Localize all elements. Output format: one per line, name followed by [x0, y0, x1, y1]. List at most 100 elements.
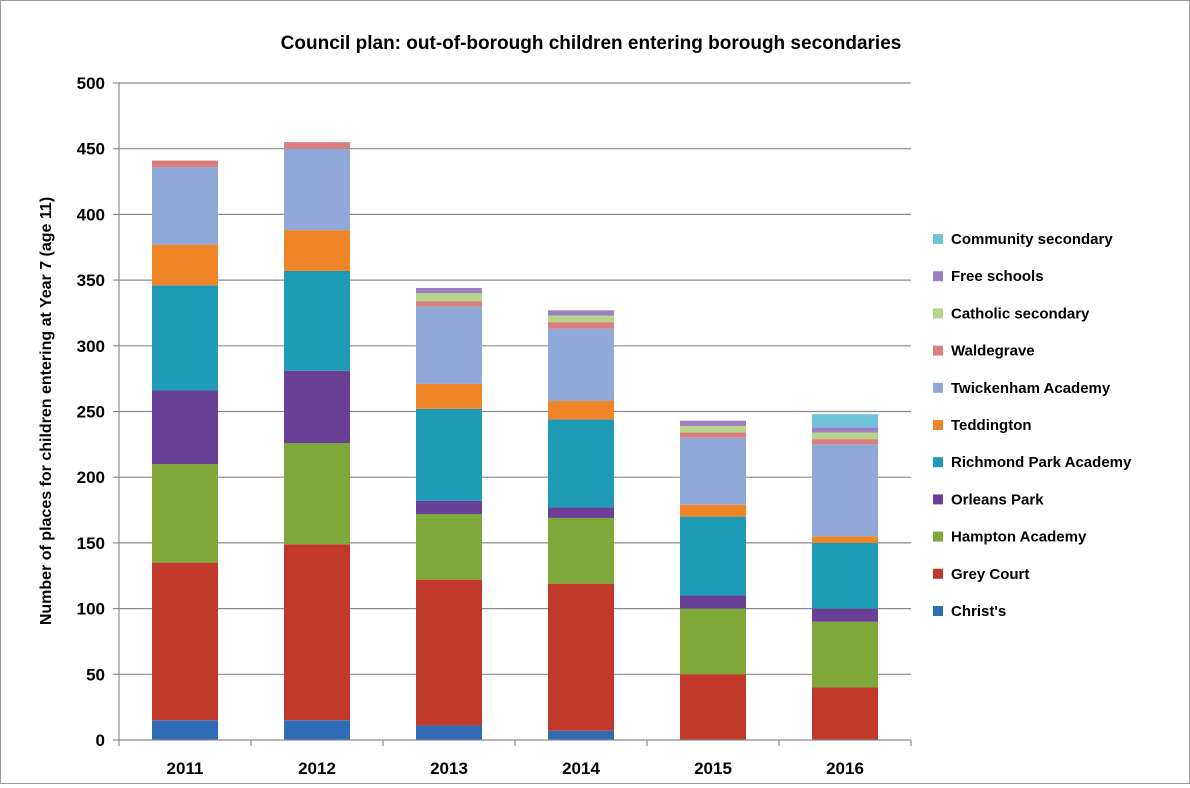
bar-segment-catholic-secondary-2016 [812, 432, 878, 440]
bar-segment-hampton-academy-2011 [152, 464, 218, 563]
bar-segment-twickenham-academy-2015 [680, 437, 746, 505]
bar-segment-free-schools-2015 [680, 420, 746, 426]
chart-title: Council plan: out-of-borough children en… [281, 33, 902, 54]
bar-segment-teddington-2015 [680, 504, 746, 517]
bar-segment-richmond-park-academy-2016 [812, 542, 878, 609]
y-tick-label: 350 [77, 271, 105, 290]
y-tick-labels: 0 50 100 150 200 250 300 350 400 450 500 [77, 74, 105, 750]
bar-segment-richmond-park-academy-2013 [416, 408, 482, 501]
legend-swatch [933, 382, 943, 393]
bar-segment-richmond-park-academy-2014 [548, 419, 614, 508]
legend-swatch [933, 345, 943, 356]
y-tick-label: 0 [96, 731, 105, 750]
bar-segment-christ-s-2014 [548, 730, 614, 740]
bar-segment-waldegrave-2015 [680, 432, 746, 438]
bar-segment-orleans-park-2013 [416, 500, 482, 514]
axes [118, 83, 912, 746]
x-tick-label: 2016 [826, 759, 864, 778]
y-tick-label: 300 [77, 337, 105, 356]
bar-segment-twickenham-academy-2011 [152, 167, 218, 245]
bar-segment-teddington-2013 [416, 383, 482, 409]
bar-segment-grey-court-2014 [548, 583, 614, 731]
bar-segment-free-schools-2014 [548, 310, 614, 316]
legend-label: Waldegrave [951, 343, 1035, 360]
legend-label: Christ's [951, 603, 1006, 620]
legend-label: Orleans Park [951, 491, 1044, 508]
bar-segment-free-schools-2016 [812, 427, 878, 433]
bar-segment-orleans-park-2014 [548, 507, 614, 518]
bar-segment-teddington-2012 [284, 230, 350, 271]
bar-segment-christ-s-2012 [284, 720, 350, 740]
x-tick-label: 2015 [694, 759, 732, 778]
bar-segment-twickenham-academy-2013 [416, 306, 482, 384]
bar-segment-catholic-secondary-2013 [416, 293, 482, 302]
legend-label: Free schools [951, 268, 1044, 285]
x-tick-label: 2013 [430, 759, 468, 778]
bar-segment-catholic-secondary-2015 [680, 425, 746, 433]
legend-swatch [933, 531, 943, 542]
bar-segment-orleans-park-2012 [284, 370, 350, 444]
bar-segment-richmond-park-academy-2011 [152, 285, 218, 391]
x-tick-labels: 2011 2012 2013 2014 2015 2016 [167, 759, 864, 778]
x-tick-label: 2012 [298, 759, 336, 778]
bar-segment-twickenham-academy-2016 [812, 444, 878, 537]
bar-segment-christ-s-2011 [152, 720, 218, 740]
legend-label: Hampton Academy [951, 529, 1087, 546]
legend-swatch [933, 606, 943, 616]
bar-segment-richmond-park-academy-2012 [284, 270, 350, 371]
bar-segment-waldegrave-2014 [548, 322, 614, 329]
bar-segment-teddington-2011 [152, 244, 218, 286]
bar-segment-hampton-academy-2014 [548, 517, 614, 584]
bar-segment-orleans-park-2016 [812, 608, 878, 622]
y-tick-label: 150 [77, 534, 105, 553]
legend-label: Richmond Park Academy [951, 454, 1132, 471]
legend-swatch [933, 420, 943, 430]
bar-segment-twickenham-academy-2012 [284, 148, 350, 231]
y-tick-label: 100 [77, 600, 105, 619]
bar-segment-teddington-2014 [548, 400, 614, 420]
y-tick-label: 500 [77, 74, 105, 93]
bar-segment-orleans-park-2015 [680, 595, 746, 609]
bar-segment-grey-court-2016 [812, 687, 878, 740]
bar-segment-free-schools-2013 [416, 287, 482, 294]
legend-label: Teddington [951, 417, 1032, 434]
bar-segment-waldegrave-2011 [152, 160, 218, 168]
legend-swatch [933, 457, 943, 468]
legend-label: Catholic secondary [951, 305, 1090, 322]
y-tick-label: 450 [77, 140, 105, 159]
bar-segment-richmond-park-academy-2015 [680, 516, 746, 596]
gridlines [113, 82, 911, 741]
bar-segment-hampton-academy-2013 [416, 513, 482, 580]
legend-label: Grey Court [951, 566, 1029, 583]
legend-swatch [933, 568, 943, 579]
y-tick-label: 50 [86, 665, 105, 684]
bar-segment-community-secondary-2016 [812, 414, 878, 428]
bar-segment-grey-court-2011 [152, 562, 218, 721]
bar-segment-christ-s-2013 [416, 725, 482, 740]
bar-segment-waldegrave-2012 [284, 142, 350, 149]
bar-segment-catholic-secondary-2014 [548, 315, 614, 323]
bar-segment-twickenham-academy-2014 [548, 328, 614, 401]
x-tick-label: 2011 [167, 759, 204, 778]
bar-segment-orleans-park-2011 [152, 390, 218, 465]
bar-segment-hampton-academy-2015 [680, 608, 746, 675]
legend-swatch [933, 494, 943, 505]
y-tick-label: 400 [77, 205, 105, 224]
legend-swatch [933, 234, 943, 244]
legend-label: Twickenham Academy [951, 380, 1111, 397]
bar-segment-hampton-academy-2012 [284, 443, 350, 545]
y-axis-label: Number of places for children entering a… [38, 197, 55, 625]
y-tick-label: 250 [77, 403, 105, 422]
bar-segment-waldegrave-2016 [812, 439, 878, 445]
bar-segment-grey-court-2012 [284, 544, 350, 721]
bar-segment-teddington-2016 [812, 536, 878, 543]
bar-segment-grey-court-2013 [416, 579, 482, 726]
legend: Community secondary Free schools Catholic … [933, 231, 1132, 620]
legend-swatch [933, 271, 943, 282]
bar-segment-hampton-academy-2016 [812, 621, 878, 688]
bars [152, 142, 878, 740]
legend-swatch [933, 308, 943, 319]
bar-segment-grey-court-2015 [680, 674, 746, 740]
